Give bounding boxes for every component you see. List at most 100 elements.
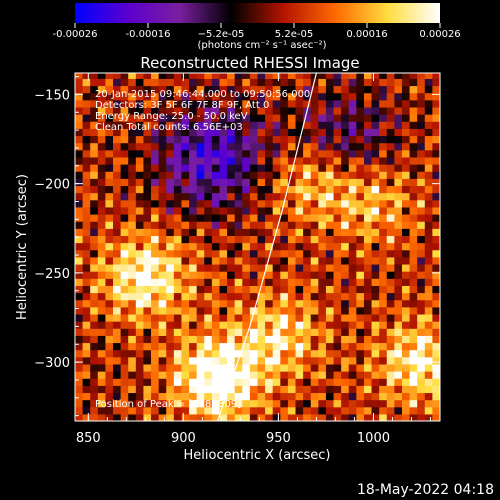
- heatmap-cell: [234, 335, 243, 344]
- heatmap-cell: [120, 121, 129, 129]
- heatmap-cell: [295, 378, 304, 386]
- heatmap-cell: [97, 406, 107, 415]
- heatmap-cell: [417, 106, 426, 115]
- heatmap-cell: [394, 114, 403, 122]
- heatmap-cell: [234, 171, 243, 179]
- heatmap-cell: [348, 114, 357, 122]
- heatmap-cell: [386, 73, 395, 79]
- heatmap-cell: [379, 228, 388, 236]
- heatmap-cell: [105, 385, 114, 394]
- heatmap-cell: [105, 85, 114, 94]
- heatmap-cell: [318, 121, 327, 129]
- heatmap-cell: [409, 349, 418, 358]
- heatmap-cell: [325, 406, 335, 415]
- heatmap-cell: [143, 292, 152, 301]
- heatmap-cell: [356, 285, 365, 294]
- heatmap-cell: [219, 78, 228, 87]
- heatmap-cell: [379, 299, 388, 308]
- heatmap-cell: [310, 321, 319, 329]
- heatmap-cell: [424, 221, 433, 229]
- heatmap-cell: [356, 171, 365, 179]
- heatmap-cell: [341, 85, 350, 94]
- heatmap-cell: [249, 199, 259, 208]
- heatmap-cell: [424, 242, 433, 251]
- heatmap-cell: [417, 328, 426, 336]
- heatmap-cell: [272, 149, 281, 158]
- heatmap-cell: [287, 363, 297, 372]
- heatmap-cell: [120, 106, 129, 115]
- heatmap-cell: [417, 349, 426, 358]
- heatmap-cell: [417, 299, 426, 308]
- heatmap-cell: [82, 199, 91, 208]
- heatmap-cell: [417, 392, 426, 401]
- heatmap-cell: [128, 363, 137, 372]
- heatmap-cell: [97, 328, 107, 336]
- heatmap-cell: [128, 385, 137, 394]
- heatmap-cell: [379, 149, 388, 158]
- heatmap-cell: [135, 278, 145, 286]
- heatmap-cell: [249, 106, 259, 115]
- heatmap-cell: [128, 299, 137, 308]
- heatmap-cell: [196, 335, 205, 344]
- heatmap-cell: [295, 321, 304, 329]
- heatmap-cell: [120, 99, 129, 108]
- heatmap-cell: [318, 99, 327, 108]
- heatmap-cell: [386, 399, 395, 408]
- heatmap-cell: [219, 271, 228, 279]
- heatmap-cell: [82, 313, 91, 322]
- colorbar-gradient: [75, 3, 440, 23]
- heatmap-cell: [325, 142, 335, 151]
- heatmap-cell: [166, 199, 175, 208]
- heatmap-cell: [189, 228, 198, 236]
- heatmap-cell: [113, 73, 122, 79]
- heatmap-cell: [173, 321, 183, 329]
- heatmap-cell: [196, 242, 205, 251]
- heatmap-cell: [97, 371, 107, 379]
- heatmap-cell: [173, 363, 183, 372]
- heatmap-cell: [401, 399, 411, 408]
- heatmap-cell: [424, 235, 433, 244]
- heatmap-cell: [424, 114, 433, 122]
- heatmap-cell: [181, 413, 190, 421]
- heatmap-cell: [82, 206, 91, 215]
- heatmap-cell: [196, 263, 205, 272]
- heatmap-cell: [75, 371, 84, 379]
- heatmap-cell: [325, 413, 335, 421]
- heatmap-cell: [151, 114, 160, 122]
- heatmap-cell: [265, 235, 274, 244]
- heatmap-cell: [409, 413, 418, 421]
- heatmap-cell: [257, 199, 266, 208]
- heatmap-cell: [379, 371, 388, 379]
- heatmap-cell: [386, 349, 395, 358]
- heatmap-cell: [363, 292, 373, 301]
- heatmap-cell: [386, 178, 395, 187]
- heatmap-cell: [181, 156, 190, 165]
- heatmap-cell: [318, 371, 327, 379]
- heatmap-cell: [409, 385, 418, 394]
- heatmap-cell: [90, 378, 99, 386]
- heatmap-cell: [333, 106, 342, 115]
- heatmap-cell: [363, 106, 373, 115]
- heatmap-cell: [234, 349, 243, 358]
- heatmap-cell: [196, 285, 205, 294]
- heatmap-cell: [82, 385, 91, 394]
- heatmap-cell: [166, 356, 175, 365]
- heatmap-cell: [249, 292, 259, 301]
- heatmap-cell: [242, 292, 251, 301]
- heatmap-cell: [386, 256, 395, 265]
- heatmap-cell: [173, 263, 183, 272]
- heatmap-cell: [432, 92, 440, 101]
- heatmap-cell: [75, 221, 84, 229]
- heatmap-cell: [90, 128, 99, 137]
- heatmap-cell: [386, 185, 395, 194]
- heatmap-cell: [379, 363, 388, 372]
- heatmap-cell: [401, 342, 411, 351]
- heatmap-cell: [242, 278, 251, 286]
- heatmap-cell: [417, 335, 426, 344]
- heatmap-cell: [166, 392, 175, 401]
- heatmap-cell: [325, 99, 335, 108]
- heatmap-cell: [196, 306, 205, 315]
- heatmap-cell: [318, 413, 327, 421]
- heatmap-cell: [303, 73, 312, 79]
- heatmap-cell: [234, 73, 243, 79]
